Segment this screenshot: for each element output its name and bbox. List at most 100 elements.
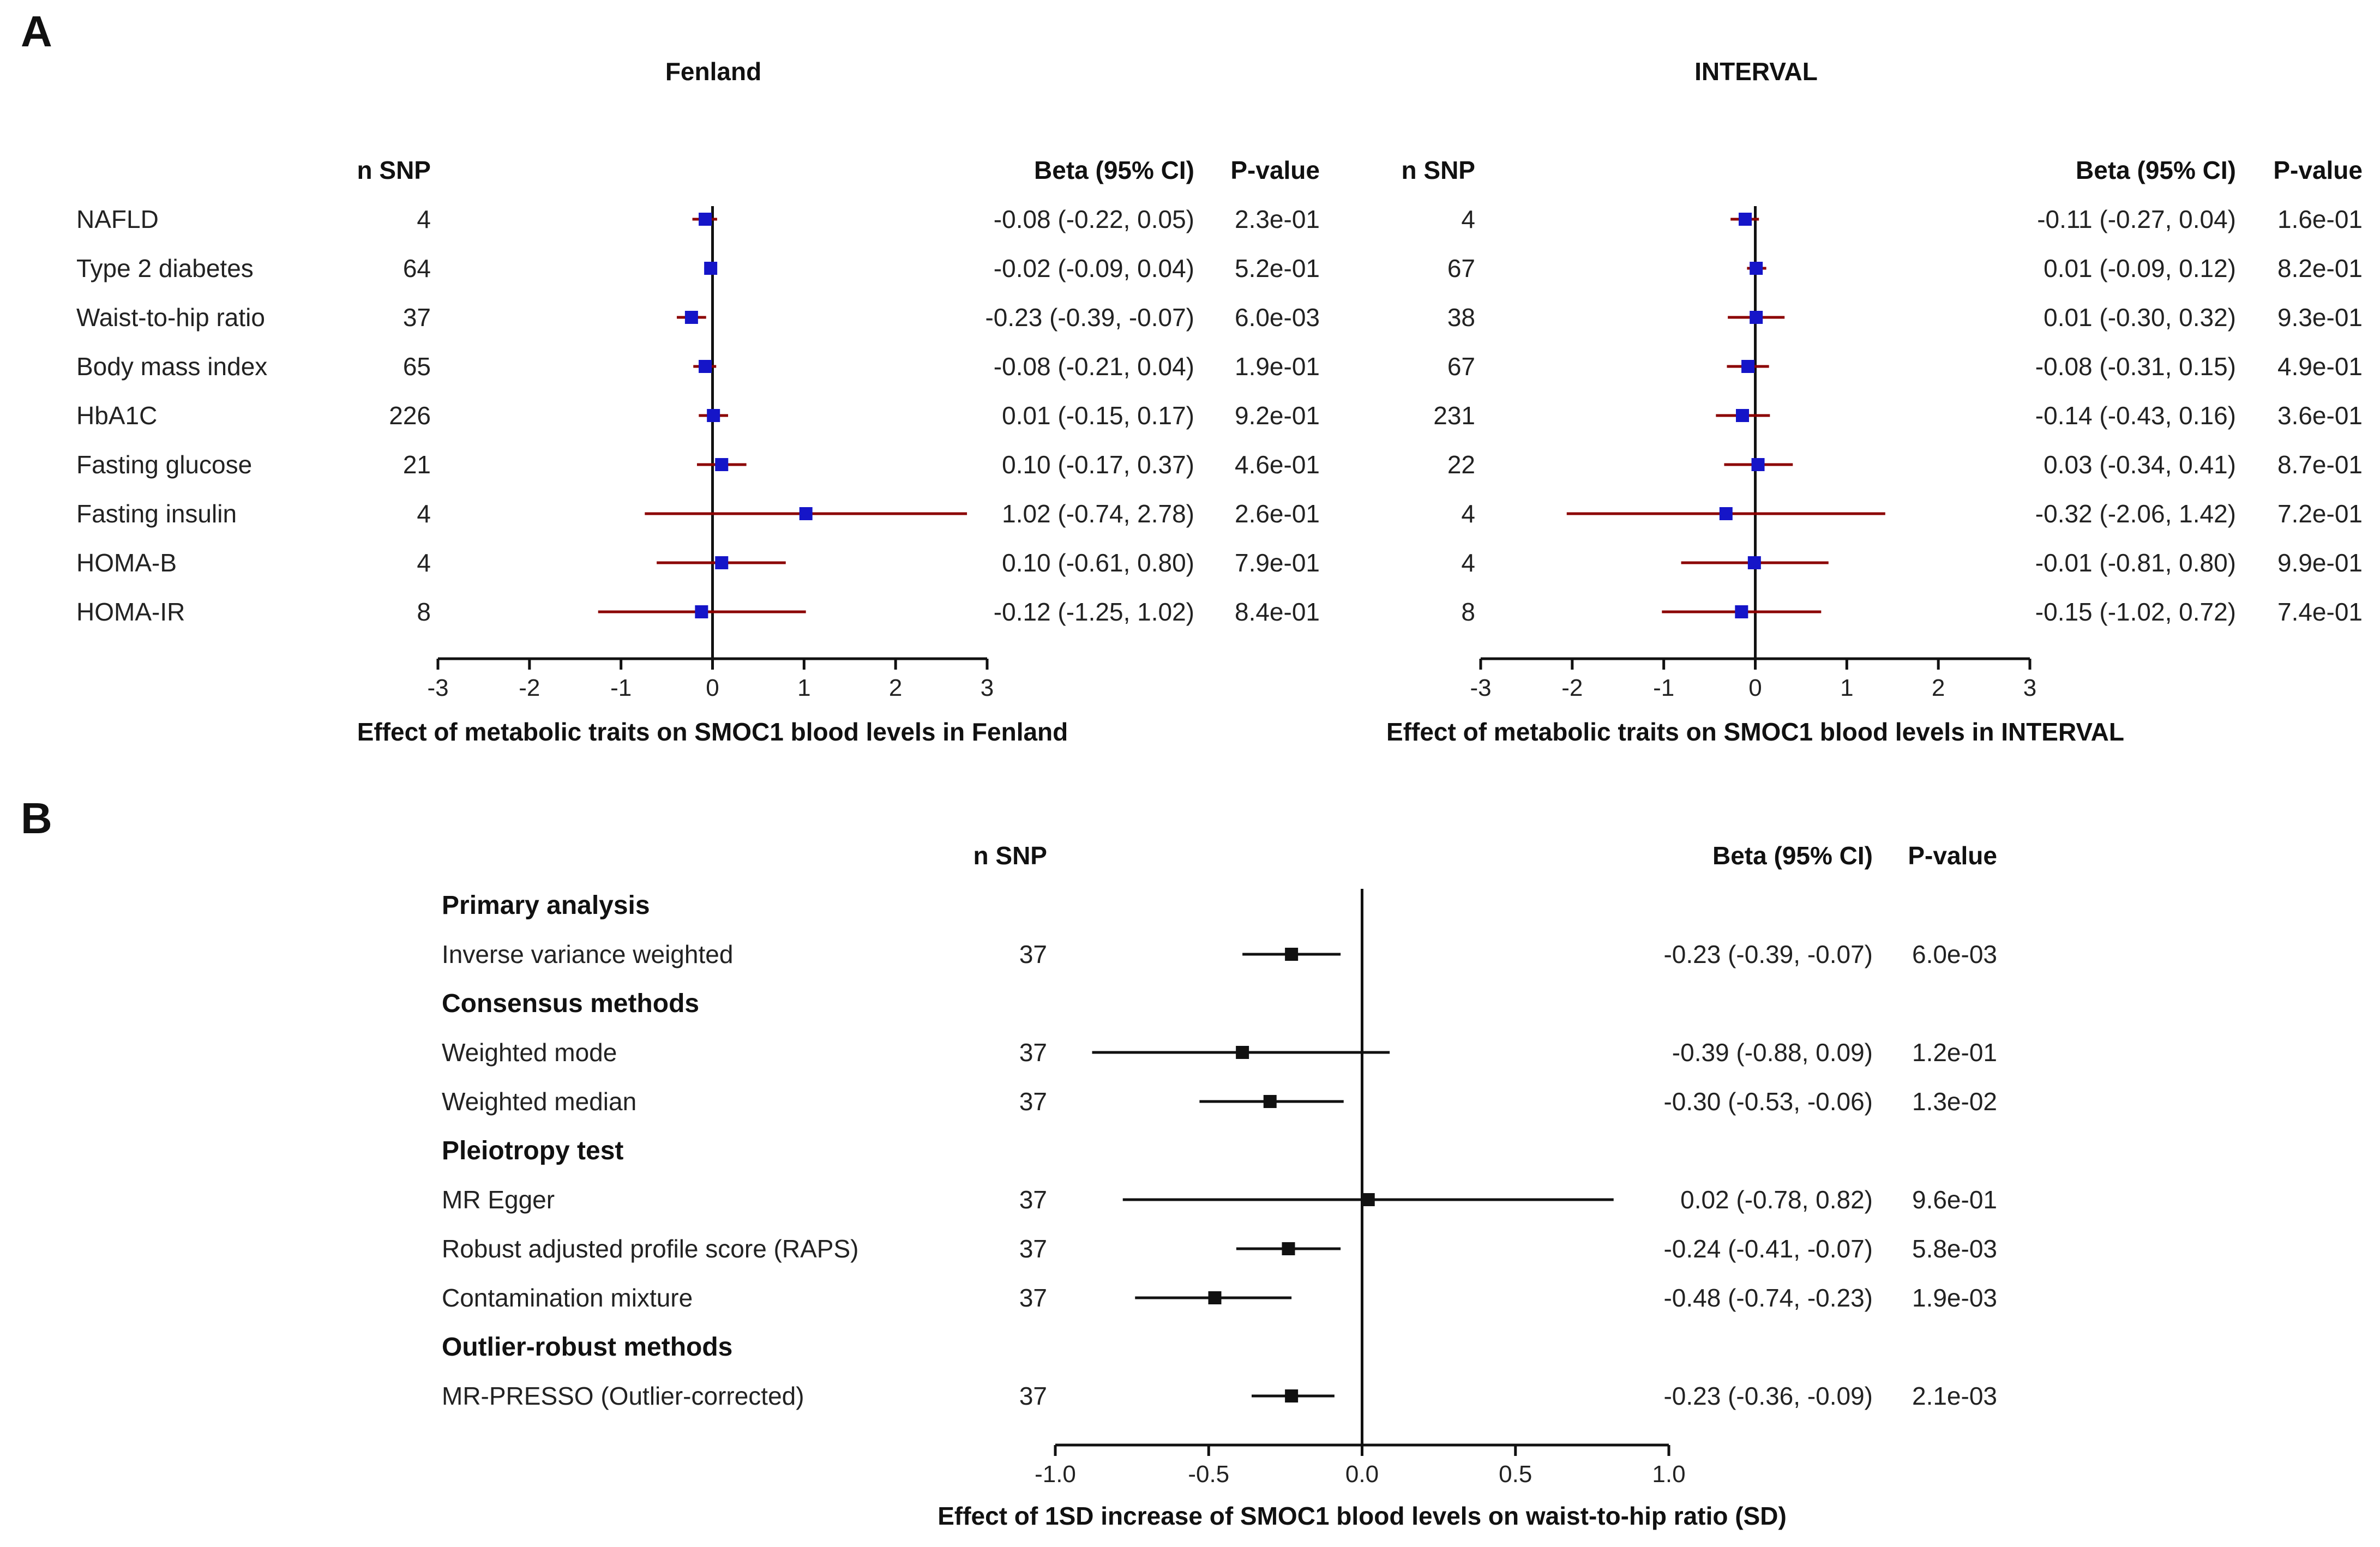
row-label: HbA1C xyxy=(76,401,157,430)
header-beta: Beta (95% CI) xyxy=(1712,841,1873,870)
point-estimate xyxy=(1236,1046,1249,1059)
point-estimate xyxy=(1739,213,1752,226)
row-pvalue: 2.3e-01 xyxy=(1235,205,1320,233)
row-label: MR Egger xyxy=(442,1185,555,1214)
row-label: Fasting insulin xyxy=(76,499,237,528)
row-label: Weighted median xyxy=(442,1087,636,1116)
point-estimate xyxy=(1285,1389,1299,1402)
point-estimate xyxy=(699,213,712,226)
row-nsnp: 4 xyxy=(1461,549,1475,577)
point-estimate xyxy=(1719,507,1733,520)
row-pvalue: 1.3e-02 xyxy=(1912,1087,1997,1116)
row-label: Body mass index xyxy=(76,352,267,381)
row-nsnp: 37 xyxy=(1019,1382,1047,1410)
x-axis-label: Effect of metabolic traits on SMOC1 bloo… xyxy=(1386,718,2124,746)
forest-plot-interval: INTERVAL n SNP Beta (95% CI) P-value 4 -0.11 … xyxy=(1386,57,2363,746)
x-axis-label: Effect of 1SD increase of SMOC1 blood le… xyxy=(937,1502,1787,1530)
row-pvalue: 8.4e-01 xyxy=(1235,598,1320,626)
row-beta-ci: -0.48 (-0.74, -0.23) xyxy=(1663,1284,1873,1312)
row-pvalue: 6.0e-03 xyxy=(1912,940,1997,968)
row-label: NAFLD xyxy=(76,205,159,233)
point-estimate xyxy=(1285,948,1299,961)
x-tick-label: 1 xyxy=(797,675,810,701)
x-tick-label: 0 xyxy=(1748,675,1762,701)
point-estimate xyxy=(1750,311,1763,324)
row-beta-ci: 0.01 (-0.30, 0.32) xyxy=(2044,303,2236,332)
point-estimate xyxy=(699,360,712,373)
header-pvalue: P-value xyxy=(1230,156,1320,184)
row-beta-ci: -0.23 (-0.39, -0.07) xyxy=(1663,940,1873,968)
row-nsnp: 37 xyxy=(1019,1038,1047,1067)
row-nsnp: 8 xyxy=(417,598,431,626)
row-nsnp: 4 xyxy=(417,549,431,577)
point-estimate xyxy=(1747,556,1761,569)
row-beta-ci: 0.02 (-0.78, 0.82) xyxy=(1680,1185,1873,1214)
point-estimate xyxy=(1735,605,1748,618)
header-pvalue: P-value xyxy=(1908,841,1997,870)
row-label: Fasting glucose xyxy=(76,450,252,479)
point-estimate xyxy=(695,605,708,618)
row-nsnp: 38 xyxy=(1447,303,1475,332)
panel-a-letter: A xyxy=(21,7,52,56)
row-label: Weighted mode xyxy=(442,1038,617,1067)
row-nsnp: 4 xyxy=(417,499,431,528)
group-heading: Consensus methods xyxy=(442,989,699,1018)
row-beta-ci: -0.02 (-0.09, 0.04) xyxy=(994,254,1194,282)
group-heading: Outlier-robust methods xyxy=(442,1333,732,1362)
row-nsnp: 21 xyxy=(403,450,431,479)
x-tick-label: 0 xyxy=(706,675,719,701)
header-beta: Beta (95% CI) xyxy=(2076,156,2236,184)
row-beta-ci: 0.10 (-0.61, 0.80) xyxy=(1002,549,1194,577)
row-nsnp: 64 xyxy=(403,254,431,282)
row-label: Inverse variance weighted xyxy=(442,940,733,968)
row-nsnp: 4 xyxy=(1461,499,1475,528)
row-pvalue: 8.2e-01 xyxy=(2277,254,2363,282)
row-beta-ci: -0.23 (-0.36, -0.09) xyxy=(1663,1382,1873,1410)
x-tick-label: 1 xyxy=(1840,675,1853,701)
point-estimate xyxy=(707,409,720,422)
row-nsnp: 67 xyxy=(1447,352,1475,381)
x-tick-label: -1 xyxy=(610,675,632,701)
panel-b-letter: B xyxy=(21,794,52,842)
chart-title: Fenland xyxy=(665,57,761,86)
row-pvalue: 5.8e-03 xyxy=(1912,1235,1997,1263)
header-nsnp: n SNP xyxy=(973,841,1047,870)
row-label: Contamination mixture xyxy=(442,1284,693,1312)
row-label: Robust adjusted profile score (RAPS) xyxy=(442,1235,858,1263)
row-beta-ci: -0.12 (-1.25, 1.02) xyxy=(994,598,1194,626)
row-nsnp: 67 xyxy=(1447,254,1475,282)
x-tick-label: 1.0 xyxy=(1652,1461,1685,1488)
x-tick-label: -3 xyxy=(427,675,448,701)
row-beta-ci: 0.01 (-0.15, 0.17) xyxy=(1002,401,1194,430)
row-beta-ci: -0.14 (-0.43, 0.16) xyxy=(2035,401,2236,430)
row-pvalue: 9.9e-01 xyxy=(2277,549,2363,577)
row-pvalue: 9.2e-01 xyxy=(1235,401,1320,430)
x-tick-label: 0.0 xyxy=(1345,1461,1379,1488)
point-estimate xyxy=(1736,409,1750,422)
point-estimate xyxy=(704,262,718,275)
row-pvalue: 4.9e-01 xyxy=(2277,352,2363,381)
x-tick-label: -3 xyxy=(1470,675,1491,701)
x-tick-label: 2 xyxy=(1932,675,1945,701)
row-pvalue: 5.2e-01 xyxy=(1235,254,1320,282)
row-beta-ci: -0.08 (-0.31, 0.15) xyxy=(2035,352,2236,381)
row-beta-ci: 1.02 (-0.74, 2.78) xyxy=(1002,499,1194,528)
forest-plot-fenland: Fenland n SNP Beta (95% CI) P-value NAFLD 4 -0… xyxy=(76,57,1320,746)
row-pvalue: 1.9e-01 xyxy=(1235,352,1320,381)
row-beta-ci: -0.30 (-0.53, -0.06) xyxy=(1663,1087,1873,1116)
row-pvalue: 2.6e-01 xyxy=(1235,499,1320,528)
row-pvalue: 7.4e-01 xyxy=(2277,598,2363,626)
x-tick-label: 2 xyxy=(889,675,902,701)
forest-plot-sensitivity: n SNP Beta (95% CI) P-value Primary analysi… xyxy=(442,841,1997,1530)
row-nsnp: 37 xyxy=(1019,940,1047,968)
row-nsnp: 231 xyxy=(1433,401,1475,430)
row-pvalue: 9.3e-01 xyxy=(2277,303,2363,332)
x-tick-label: 3 xyxy=(981,675,994,701)
x-tick-label: 0.5 xyxy=(1499,1461,1532,1488)
point-estimate xyxy=(1282,1242,1295,1255)
point-estimate xyxy=(1361,1193,1375,1206)
row-nsnp: 8 xyxy=(1461,598,1475,626)
row-label: Type 2 diabetes xyxy=(76,254,254,282)
row-beta-ci: -0.32 (-2.06, 1.42) xyxy=(2035,499,2236,528)
x-tick-label: 3 xyxy=(2023,675,2036,701)
